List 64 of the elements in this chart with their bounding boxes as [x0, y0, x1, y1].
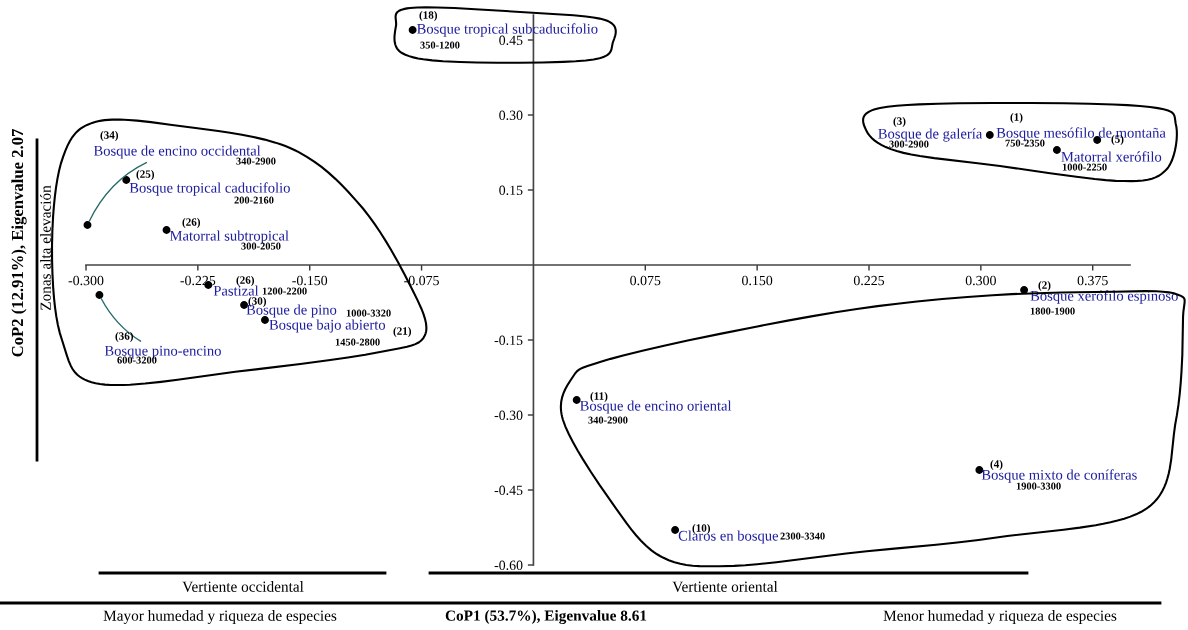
- point: [83, 221, 92, 229]
- annotation: Matorral xerófilo: [1061, 151, 1162, 162]
- point: [122, 176, 131, 184]
- x-axis-title: CoP1 (53.7%), Eigenvalue 8.61: [445, 610, 647, 624]
- annotation: (26): [182, 217, 201, 229]
- text: Zonas alta elevación: [40, 185, 51, 311]
- annotation: (18): [419, 10, 438, 22]
- annotation: 340-2900: [588, 416, 628, 424]
- annotation: (36): [115, 331, 134, 343]
- annotation: Bosque mixto de coníferas: [981, 469, 1137, 483]
- annotation: (4): [990, 459, 1003, 471]
- annotation: 1000-2250: [1062, 163, 1107, 171]
- annotation: 300-2900: [889, 140, 929, 148]
- annotation: 1900-3300: [1016, 482, 1061, 490]
- x-tick-label: 0.150: [742, 275, 773, 286]
- annotation: (1): [1010, 112, 1023, 124]
- point: [95, 291, 104, 299]
- x-tick-label: 0.075: [630, 275, 661, 286]
- y-tick-label: -0.30: [494, 410, 523, 421]
- annotation: 200-2160: [234, 196, 274, 204]
- annotation: 350-1200: [420, 41, 460, 49]
- y-axis-title: CoP2 (12.91%), Eigenvalue 2.07: [11, 129, 27, 357]
- annotation: 750-2350: [1005, 139, 1045, 147]
- x-tick-label: 0.225: [853, 275, 885, 286]
- annotation: Bosque bajo abierto: [269, 319, 386, 333]
- annotation: Bosque de encino oriental: [580, 400, 732, 414]
- text: Vertiente oriental: [672, 581, 778, 592]
- point: [1052, 146, 1061, 154]
- text: Menor humedad y riqueza de especies: [883, 610, 1117, 624]
- annotation: Bosque tropical caducifolio: [129, 182, 290, 196]
- annotation: (21): [393, 326, 412, 338]
- text: Vertiente occidental: [182, 581, 304, 592]
- y-tick-label: -0.45: [494, 485, 523, 496]
- x-tick-label: 0.300: [965, 275, 996, 286]
- x-tick-label: -0.300: [68, 275, 104, 286]
- annotation: (3): [893, 116, 906, 128]
- y-tick-label: -0.15: [494, 335, 523, 346]
- annotation: 1450-2800: [335, 338, 380, 346]
- point: [1020, 286, 1029, 294]
- annotation: 1200-2200: [262, 287, 307, 295]
- annotation: Matorral subtropical: [169, 230, 289, 244]
- annotation: 2300-3340: [780, 532, 825, 540]
- y-tick-label: 0.30: [499, 110, 523, 121]
- annotation: 1800-1900: [1030, 307, 1075, 315]
- annotation: (25): [136, 169, 155, 181]
- annotation: (26): [236, 275, 255, 287]
- annotation: (2): [1038, 280, 1051, 292]
- point: [985, 131, 994, 139]
- text: Mayor humedad y riqueza de especies: [103, 610, 337, 624]
- annotation: (34): [100, 130, 119, 142]
- point: [162, 226, 171, 234]
- x-tick-label: 0.375: [1077, 275, 1108, 286]
- y-tick-label: 0.15: [499, 185, 523, 196]
- y-tick-label: -0.60: [494, 560, 523, 571]
- annotation: Bosque xerófilo espinoso: [1030, 290, 1178, 304]
- annotation: (11): [590, 391, 608, 403]
- point: [408, 26, 417, 34]
- annotation: Pastizal: [213, 285, 259, 296]
- annotation: 1000-3320: [346, 309, 391, 317]
- y-tick-label: 0.45: [499, 35, 523, 46]
- x-tick-label: -0.150: [292, 275, 328, 286]
- annotation: 340-2900: [236, 157, 276, 165]
- annotation: 300-2050: [241, 242, 281, 250]
- point: [572, 396, 581, 404]
